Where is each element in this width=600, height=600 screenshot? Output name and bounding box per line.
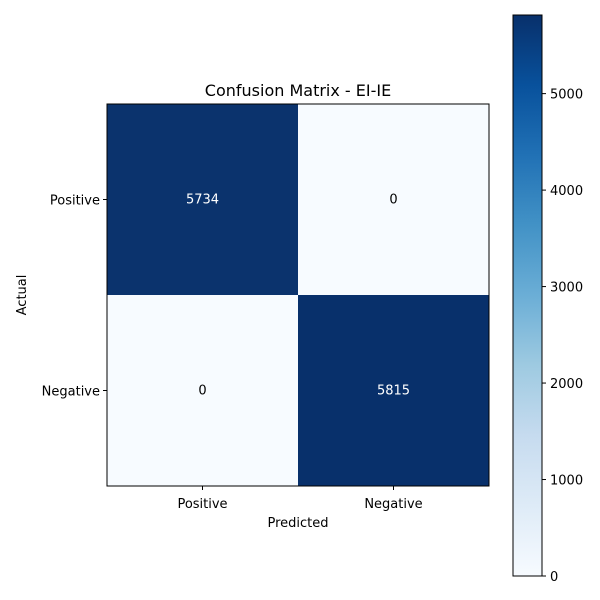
colorbar-tick-label: 5000 xyxy=(550,88,583,103)
cell-value-label: 5815 xyxy=(377,384,410,399)
colorbar-tick-label: 0 xyxy=(550,570,558,585)
y-tick-label: Negative xyxy=(42,385,100,400)
colorbar-tick-label: 4000 xyxy=(550,184,583,199)
colorbar-tick-label: 1000 xyxy=(550,474,583,489)
x-axis-ticks: Positive Negative xyxy=(177,486,423,512)
heatmap-cell-0-1 xyxy=(298,104,489,295)
cell-value-label: 0 xyxy=(389,193,397,208)
chart-title: Confusion Matrix - EI-IE xyxy=(205,81,391,100)
x-tick-label: Negative xyxy=(364,497,422,512)
colorbar-tick-label: 2000 xyxy=(550,377,583,392)
y-tick-label: Positive xyxy=(50,194,100,209)
heatmap-cell-1-0 xyxy=(107,295,298,486)
colorbar xyxy=(512,14,543,577)
cell-value-label: 5734 xyxy=(186,193,219,208)
plot-frame xyxy=(106,103,490,487)
colorbar-ticks: 0 1000 2000 3000 4000 5000 xyxy=(542,88,583,585)
cell-value-label: 0 xyxy=(198,384,206,399)
heatmap-cell-1-1 xyxy=(298,295,489,486)
heatmap-grid: 5734 0 0 5815 xyxy=(107,104,489,486)
heatmap-cell-0-0 xyxy=(107,104,298,295)
y-axis-ticks: Positive Negative xyxy=(42,194,107,400)
y-axis-label: Actual xyxy=(15,275,30,316)
x-tick-label: Positive xyxy=(177,497,227,512)
x-axis-label: Predicted xyxy=(267,516,328,531)
colorbar-tick-label: 3000 xyxy=(550,281,583,296)
